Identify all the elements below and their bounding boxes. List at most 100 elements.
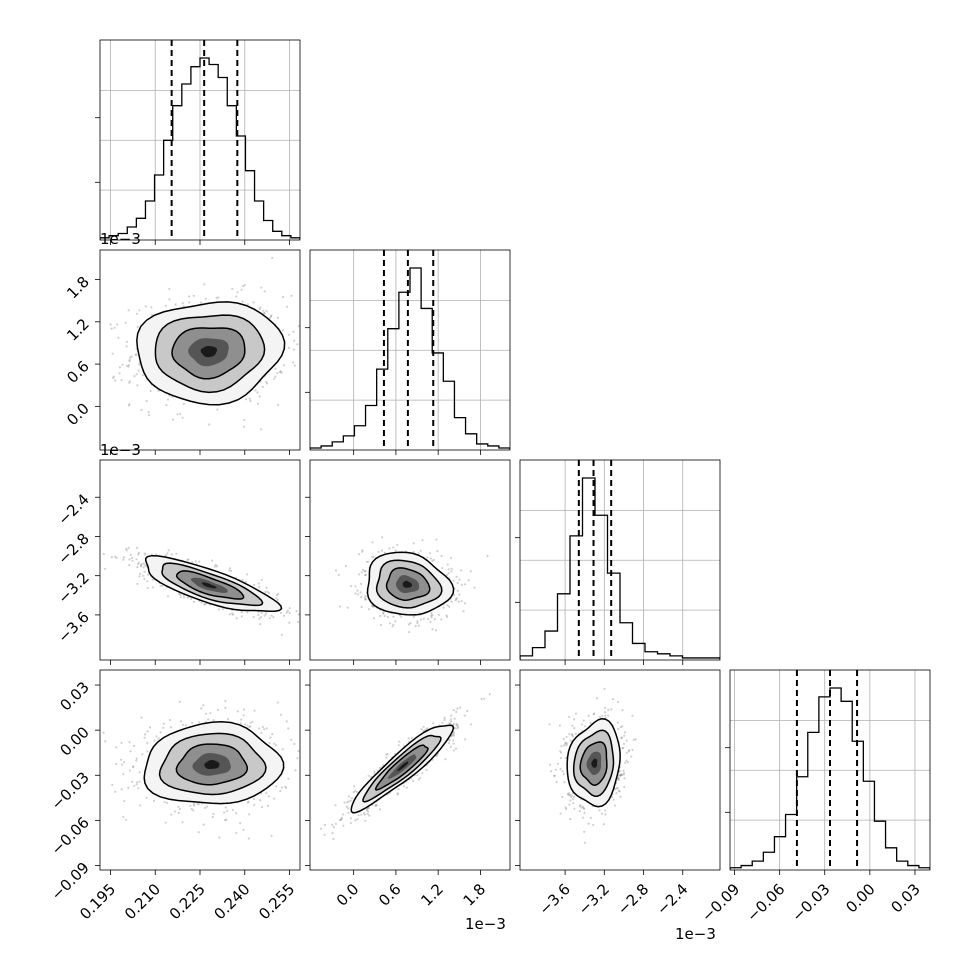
sample-point — [123, 761, 126, 764]
sample-point — [138, 771, 141, 774]
sample-point — [263, 290, 266, 293]
sample-point — [419, 776, 422, 779]
sample-point — [429, 620, 432, 624]
sample-point — [246, 801, 249, 804]
sample-point — [363, 812, 366, 815]
sample-point — [452, 742, 455, 745]
sample-point — [285, 611, 288, 614]
sample-point — [271, 256, 274, 260]
sample-point — [128, 381, 131, 384]
sample-point — [396, 543, 399, 546]
sample-point — [258, 727, 261, 730]
sample-point — [265, 382, 269, 385]
sample-point — [146, 573, 150, 576]
sample-point — [136, 563, 140, 566]
sample-point — [252, 615, 255, 619]
sample-point — [279, 611, 283, 615]
sample-point — [125, 818, 128, 821]
sample-point — [181, 302, 184, 305]
sample-point — [288, 611, 291, 615]
sample-point — [416, 774, 419, 777]
sample-point — [615, 787, 618, 790]
sample-point — [455, 597, 458, 601]
sample-point — [452, 739, 455, 742]
sample-point — [466, 709, 469, 713]
sample-point — [128, 358, 131, 361]
sample-point — [447, 572, 450, 575]
sample-point — [562, 744, 566, 747]
sample-point — [427, 617, 430, 621]
sample-point — [463, 714, 466, 717]
sample-point — [452, 749, 455, 752]
panel-content — [100, 546, 300, 636]
sample-point — [364, 819, 367, 822]
sample-point — [125, 547, 128, 550]
sample-point — [416, 621, 419, 625]
sample-point — [619, 795, 622, 799]
sample-point — [279, 370, 282, 373]
sample-point — [382, 611, 385, 615]
sample-point — [367, 810, 370, 813]
sample-point — [128, 380, 132, 383]
sample-point — [443, 718, 446, 722]
sample-point — [604, 706, 607, 710]
sample-point — [452, 734, 455, 737]
sample-point — [412, 542, 415, 545]
sample-point — [349, 821, 352, 825]
sample-point — [122, 772, 125, 776]
sample-point — [355, 791, 358, 794]
sample-point — [350, 797, 354, 800]
sample-point — [239, 722, 242, 725]
sample-point — [211, 815, 214, 819]
sample-point — [138, 309, 141, 312]
sample-point — [273, 377, 276, 380]
sample-point — [274, 744, 277, 747]
sample-point — [550, 770, 553, 773]
sample-point — [578, 810, 581, 813]
sample-point — [346, 606, 349, 609]
sample-point — [246, 611, 249, 614]
sample-point — [270, 315, 273, 318]
sample-point — [323, 823, 327, 827]
sample-point — [386, 615, 389, 619]
sample-point — [458, 578, 461, 581]
sample-point — [144, 305, 147, 308]
sample-point — [302, 344, 304, 346]
sample-point — [141, 374, 144, 377]
sample-point — [259, 306, 262, 309]
sample-point — [450, 567, 453, 570]
sample-point — [422, 617, 425, 620]
sample-point — [297, 750, 300, 753]
sample-point — [166, 552, 169, 555]
axes-frame — [309, 459, 511, 661]
sample-point — [358, 553, 361, 556]
sample-point — [240, 288, 243, 291]
sample-point — [280, 786, 283, 789]
sample-point — [483, 697, 486, 700]
sample-point — [103, 567, 107, 570]
sample-point — [423, 729, 426, 732]
sample-point — [182, 305, 185, 308]
sample-point — [140, 564, 143, 568]
sample-point — [131, 556, 134, 560]
sample-point — [455, 724, 458, 727]
sample-point — [135, 558, 138, 561]
sample-point — [120, 788, 123, 791]
sample-point — [452, 731, 455, 734]
sample-point — [391, 625, 394, 628]
sample-point — [146, 586, 149, 590]
sample-point — [392, 615, 395, 618]
sample-point — [192, 809, 195, 812]
sample-point — [297, 325, 300, 328]
sample-point — [133, 784, 136, 787]
sample-point — [360, 595, 363, 599]
sample-point — [452, 594, 455, 597]
sample-point — [192, 294, 195, 297]
sample-point — [452, 732, 455, 735]
sample-point — [111, 376, 114, 379]
sample-point — [189, 454, 191, 456]
sample-point — [296, 757, 299, 760]
sample-point — [445, 573, 448, 577]
sample-point — [236, 291, 239, 294]
sample-point — [143, 552, 146, 555]
